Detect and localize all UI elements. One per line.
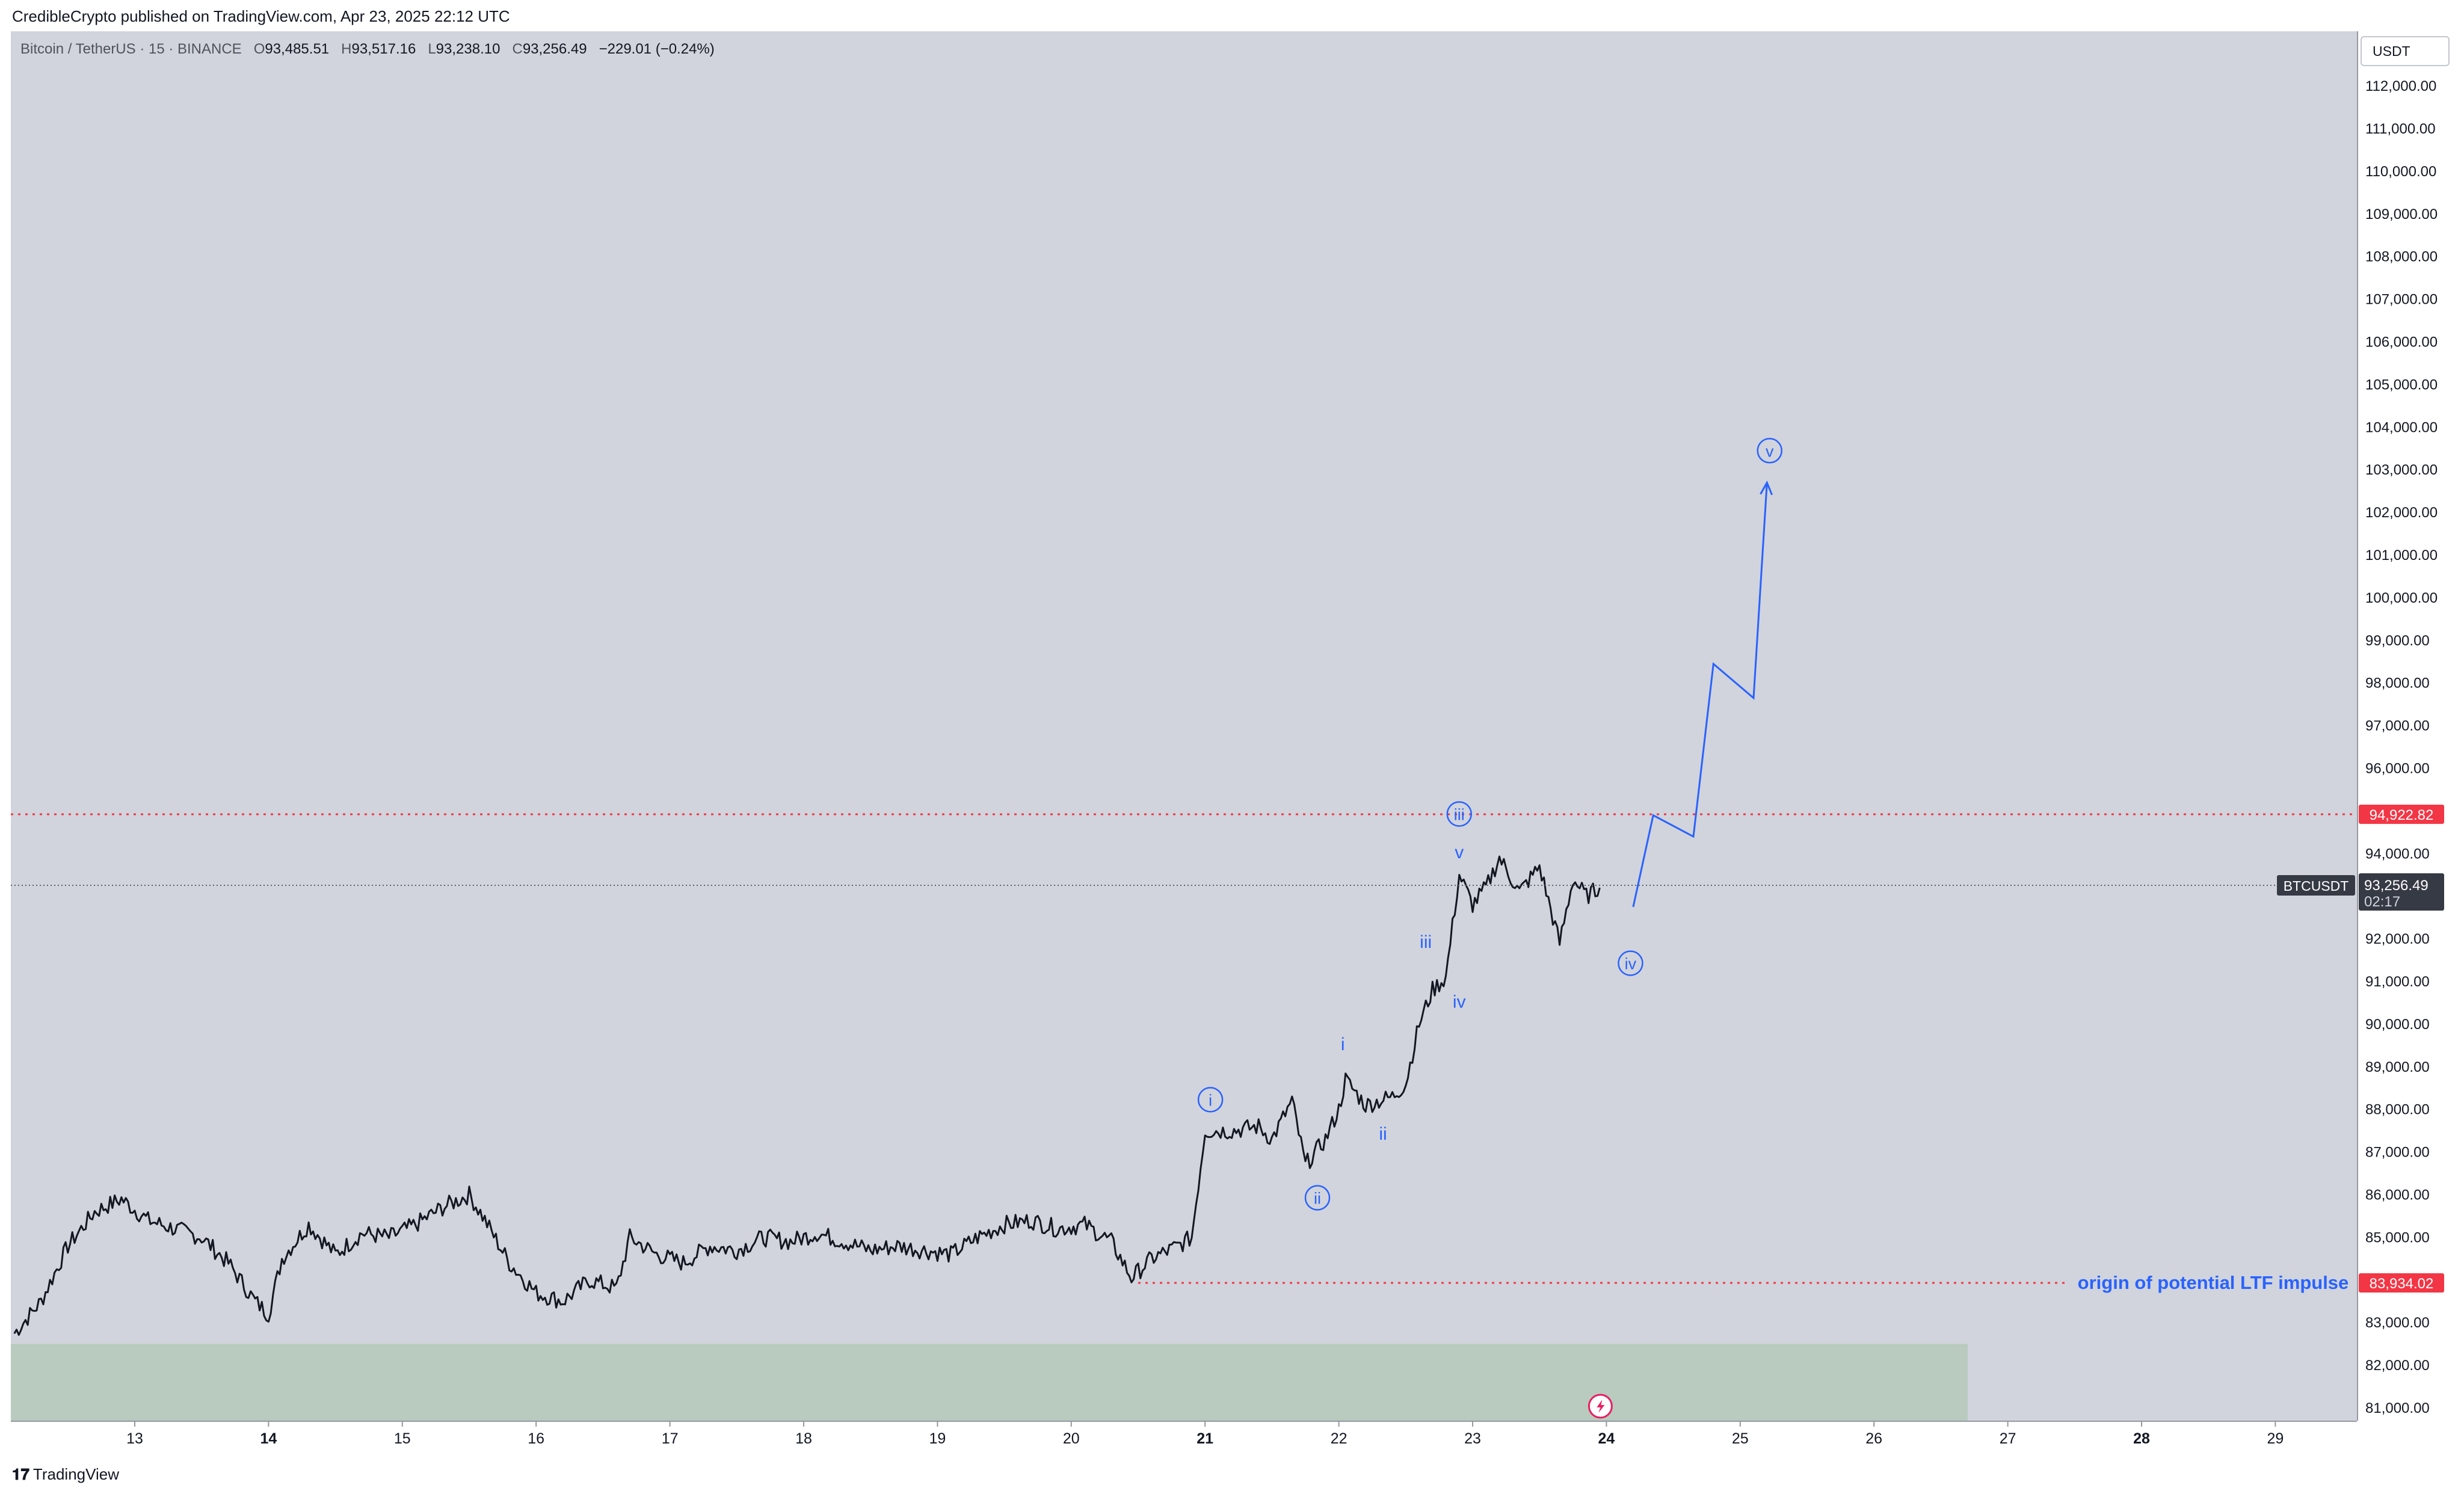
y-tick-label-16: 100,000.00 [2365, 590, 2438, 606]
x-tick-label-5: 18 [795, 1430, 812, 1447]
wave-label-minor-v-9: v [1455, 843, 1464, 862]
y-tick-label-11: 94,000.00 [2365, 846, 2430, 862]
last-price-tag [2359, 873, 2444, 911]
price-series-line [13, 855, 1601, 1336]
y-tick-label-5: 87,000.00 [2365, 1145, 2430, 1161]
wave-label-minor-iv-8: iv [1453, 992, 1466, 1012]
x-tick-label-13: 26 [1865, 1430, 1882, 1447]
wave-label-circle-v [1757, 438, 1782, 464]
x-tick-label-6: 19 [929, 1430, 946, 1447]
level-annotation-1: origin of potential LTF impulse [2078, 1272, 2349, 1293]
publisher-line: CredibleCrypto published on TradingView.… [12, 7, 510, 25]
footer-bar [0, 1456, 2464, 1494]
publisher-bar: CredibleCrypto published on TradingView.… [0, 0, 2464, 31]
x-tick-label-7: 20 [1063, 1430, 1080, 1447]
y-tick-label-9: 91,000.00 [2365, 974, 2430, 990]
symbol-name: Bitcoin / TetherUS · 15 · BINANCE [20, 41, 242, 57]
high-value: 93,517.16 [351, 41, 416, 57]
wave-label-major-iv-3: iv [1625, 955, 1637, 973]
low-value: 93,238.10 [436, 41, 500, 57]
y-tick-label-24: 108,000.00 [2365, 249, 2438, 265]
y-tick-label-3: 85,000.00 [2365, 1229, 2430, 1246]
last-price-label: 93,256.49 [2364, 878, 2429, 894]
level-price-tag-0 [2359, 804, 2444, 824]
x-tick-label-10: 23 [1464, 1430, 1481, 1447]
wave-label-major-i-0: i [1209, 1091, 1212, 1109]
y-tick-label-1: 82,000.00 [2365, 1357, 2430, 1374]
x-tick-label-1: 14 [260, 1430, 277, 1447]
y-tick-label-12: 96,000.00 [2365, 761, 2430, 777]
high-label: H [341, 41, 352, 57]
chart-pane[interactable] [11, 31, 2357, 1421]
x-tick-label-15: 28 [2133, 1430, 2150, 1447]
x-tick-label-2: 15 [394, 1430, 411, 1447]
level-price-label-1: 83,934.02 [2370, 1276, 2434, 1292]
y-tick-label-18: 102,000.00 [2365, 505, 2438, 521]
y-tick-label-27: 111,000.00 [2365, 121, 2436, 137]
wave-label-major-iii-2: iii [1454, 805, 1465, 823]
y-tick-label-0: 81,000.00 [2365, 1400, 2430, 1416]
y-tick-label-7: 89,000.00 [2365, 1059, 2430, 1075]
close-label: C [512, 41, 523, 57]
symbol-tag [2277, 875, 2355, 896]
symbol-tag-label: BTCUSDT [2284, 878, 2349, 894]
open-label: O [253, 41, 265, 57]
y-tick-label-14: 98,000.00 [2365, 675, 2430, 692]
currency-button[interactable]: USDT [2361, 36, 2450, 66]
y-tick-label-28: 112,000.00 [2365, 78, 2436, 94]
wave-label-minor-iii-7: iii [1420, 932, 1432, 952]
tradingview-brand: TradingView [32, 1465, 119, 1483]
wave-label-major-ii-1: ii [1314, 1189, 1321, 1207]
x-tick-label-16: 29 [2267, 1430, 2284, 1447]
close-value: 93,256.49 [522, 41, 587, 57]
y-tick-label-15: 99,000.00 [2365, 633, 2430, 649]
price-scale[interactable] [2357, 31, 2453, 1421]
y-tick-label-22: 106,000.00 [2365, 334, 2438, 351]
low-label: L [428, 41, 436, 57]
projected-wave-arrowhead [1760, 481, 1773, 496]
y-tick-label-20: 104,000.00 [2365, 419, 2438, 435]
price-scale-divider [2357, 31, 2358, 1421]
y-tick-label-2: 83,000.00 [2365, 1315, 2430, 1331]
change-value: −229.01 (−0.24%) [599, 41, 715, 57]
level-price-label-0: 94,922.82 [2370, 807, 2434, 823]
y-tick-label-17: 101,000.00 [2365, 547, 2438, 564]
wave-label-circle-ii [1304, 1185, 1331, 1211]
wave-label-minor-i-5: i [1341, 1034, 1345, 1054]
level-price-tag-1 [2359, 1273, 2444, 1293]
x-tick-label-9: 22 [1331, 1430, 1348, 1447]
x-tick-label-14: 27 [2000, 1430, 2016, 1447]
y-tick-label-13: 97,000.00 [2365, 718, 2430, 734]
wave-label-circle-iii [1446, 801, 1473, 827]
wave-label-circle-iv [1618, 950, 1643, 976]
y-tick-label-19: 103,000.00 [2365, 462, 2438, 478]
y-tick-label-21: 105,000.00 [2365, 377, 2438, 393]
open-value: 93,485.51 [265, 41, 330, 57]
y-tick-label-26: 110,000.00 [2365, 164, 2436, 180]
last-price-countdown: 02:17 [2364, 894, 2400, 910]
y-tick-label-8: 90,000.00 [2365, 1016, 2430, 1033]
wave-label-major-v-4: v [1766, 442, 1774, 460]
x-tick-label-8: 21 [1197, 1430, 1213, 1447]
event-marker-bolt [1597, 1400, 1605, 1413]
y-tick-label-23: 107,000.00 [2365, 292, 2438, 308]
wave-label-circle-i [1197, 1087, 1224, 1113]
x-tick-label-12: 25 [1732, 1430, 1749, 1447]
tradingview-logo[interactable]: 𝟏𝟕 TradingView [12, 1465, 119, 1484]
x-tick-label-0: 13 [126, 1430, 143, 1447]
support-zone [11, 1344, 1968, 1421]
symbol-legend[interactable]: Bitcoin / TetherUS · 15 · BINANCE O93,48… [20, 41, 715, 58]
y-tick-label-25: 109,000.00 [2365, 206, 2438, 223]
wave-label-minor-ii-6: ii [1379, 1124, 1387, 1144]
y-tick-label-4: 86,000.00 [2365, 1187, 2430, 1204]
x-tick-label-11: 24 [1598, 1430, 1615, 1447]
y-tick-label-10: 92,000.00 [2365, 931, 2430, 947]
projected-wave-path [1632, 482, 1768, 908]
x-tick-label-3: 16 [528, 1430, 544, 1447]
y-tick-label-6: 88,000.00 [2365, 1102, 2430, 1118]
tradingview-logo-icon: 𝟏𝟕 [12, 1465, 29, 1483]
x-tick-label-4: 17 [662, 1430, 679, 1447]
